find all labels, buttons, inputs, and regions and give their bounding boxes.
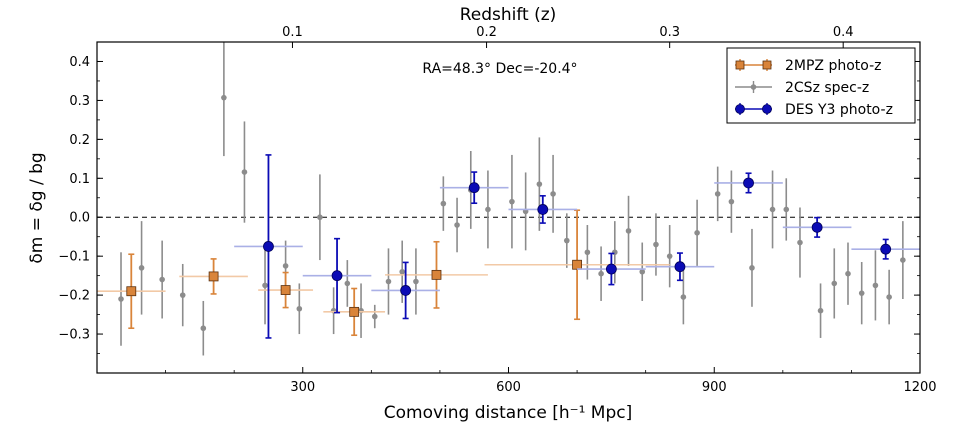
data-point <box>811 221 823 233</box>
data-point <box>653 241 659 248</box>
top-tick-label: 0.3 <box>659 25 680 40</box>
data-point <box>317 214 323 221</box>
data-point <box>536 181 543 187</box>
data-point <box>159 276 165 283</box>
data-point <box>241 169 248 175</box>
legend-marker <box>735 104 745 114</box>
data-point <box>666 253 673 259</box>
data-point <box>385 278 392 285</box>
top-axis-title: Redshift (z) <box>460 5 557 25</box>
tick-layer: −0.3 −0.2 −0.1 0.0 0.1 0.2 0.3 0.4 300 600 900 1200… <box>58 25 936 395</box>
series-des-y3-photo-z <box>234 154 920 339</box>
legend-box <box>726 47 916 124</box>
data-point <box>221 94 227 101</box>
x-tick-label: 600 <box>496 380 521 395</box>
x-tick-label: 900 <box>702 380 727 395</box>
legend-marker <box>735 60 745 70</box>
legend: 2MPZ photo-z 2CSz spec-z DES Y3 photo-z <box>726 47 916 124</box>
data-point <box>454 222 460 228</box>
data-point <box>200 325 207 332</box>
y-tick-label: 0.1 <box>69 172 90 187</box>
legend-entry: 2CSz spec-z <box>735 80 869 96</box>
top-tick-label: 0.1 <box>282 25 303 40</box>
data-point <box>344 280 351 287</box>
data-point <box>900 257 906 263</box>
data-point <box>537 204 549 215</box>
data-point <box>563 237 570 244</box>
data-point <box>262 282 268 289</box>
data-point <box>769 206 776 213</box>
data-point <box>845 270 851 277</box>
data-point <box>296 305 303 312</box>
y-axis-title: δm = δg / bg <box>27 152 47 263</box>
data-point <box>817 307 824 314</box>
data-point <box>138 265 145 271</box>
y-tick-label: −0.3 <box>58 328 90 343</box>
data-point <box>550 191 556 197</box>
data-point <box>728 198 735 205</box>
data-point <box>605 263 617 275</box>
data-point <box>485 206 491 213</box>
data-point <box>674 261 686 273</box>
legend-marker <box>762 60 772 70</box>
data-point <box>831 280 838 287</box>
data-point <box>400 285 412 296</box>
y-tick-label: 0.2 <box>69 133 90 148</box>
data-point <box>280 285 291 295</box>
data-point <box>282 263 289 269</box>
series-2mpz-photo-z <box>97 209 670 337</box>
bottom-axis-title: Comoving distance [h⁻¹ Mpc] <box>384 403 632 423</box>
data-point <box>625 228 632 234</box>
data-point <box>680 294 687 300</box>
y-tick-label: −0.1 <box>58 250 90 265</box>
legend-entry: DES Y3 photo-z <box>735 102 893 118</box>
top-tick-label: 0.4 <box>833 25 854 40</box>
data-point <box>886 294 892 300</box>
series-2csz-spec-z <box>118 42 906 356</box>
data-point <box>399 268 405 275</box>
data-point <box>694 230 700 236</box>
series-layer <box>97 42 920 356</box>
x-tick-label: 1200 <box>903 380 936 395</box>
legend-marker <box>762 104 772 114</box>
y-tick-label: 0.3 <box>69 94 90 109</box>
y-tick-label: 0.4 <box>69 55 90 70</box>
y-tick-label: 0.0 <box>69 211 90 226</box>
data-point <box>509 198 515 205</box>
data-point <box>872 282 879 289</box>
data-point <box>208 271 219 282</box>
x-tick-label: 300 <box>290 380 315 395</box>
data-point <box>797 239 803 246</box>
coordinates-annotation: RA=48.3° Dec=-20.4° <box>422 61 577 77</box>
data-point <box>440 200 447 207</box>
data-point <box>743 177 754 189</box>
legend-label: 2CSz spec-z <box>785 80 869 96</box>
data-point <box>572 259 582 270</box>
data-point <box>431 269 442 280</box>
legend-entry: 2MPZ photo-z <box>735 58 882 74</box>
data-point <box>349 306 360 317</box>
data-point <box>468 182 480 194</box>
y-tick-label: −0.2 <box>58 289 90 304</box>
data-point <box>598 270 604 277</box>
legend-marker <box>750 84 757 90</box>
data-point <box>126 286 137 297</box>
data-point <box>118 296 124 302</box>
data-point <box>749 265 755 271</box>
data-point <box>858 290 865 296</box>
data-point <box>371 313 378 320</box>
data-point <box>331 270 343 282</box>
data-point <box>714 191 721 197</box>
data-point <box>639 268 646 275</box>
data-point <box>263 241 274 252</box>
legend-label: 2MPZ photo-z <box>785 58 882 74</box>
data-point <box>880 243 892 255</box>
data-point <box>783 206 790 213</box>
data-point <box>413 278 419 285</box>
top-tick-label: 0.2 <box>476 25 497 40</box>
data-point <box>584 249 591 256</box>
legend-label: DES Y3 photo-z <box>785 102 893 118</box>
data-point <box>179 292 186 298</box>
